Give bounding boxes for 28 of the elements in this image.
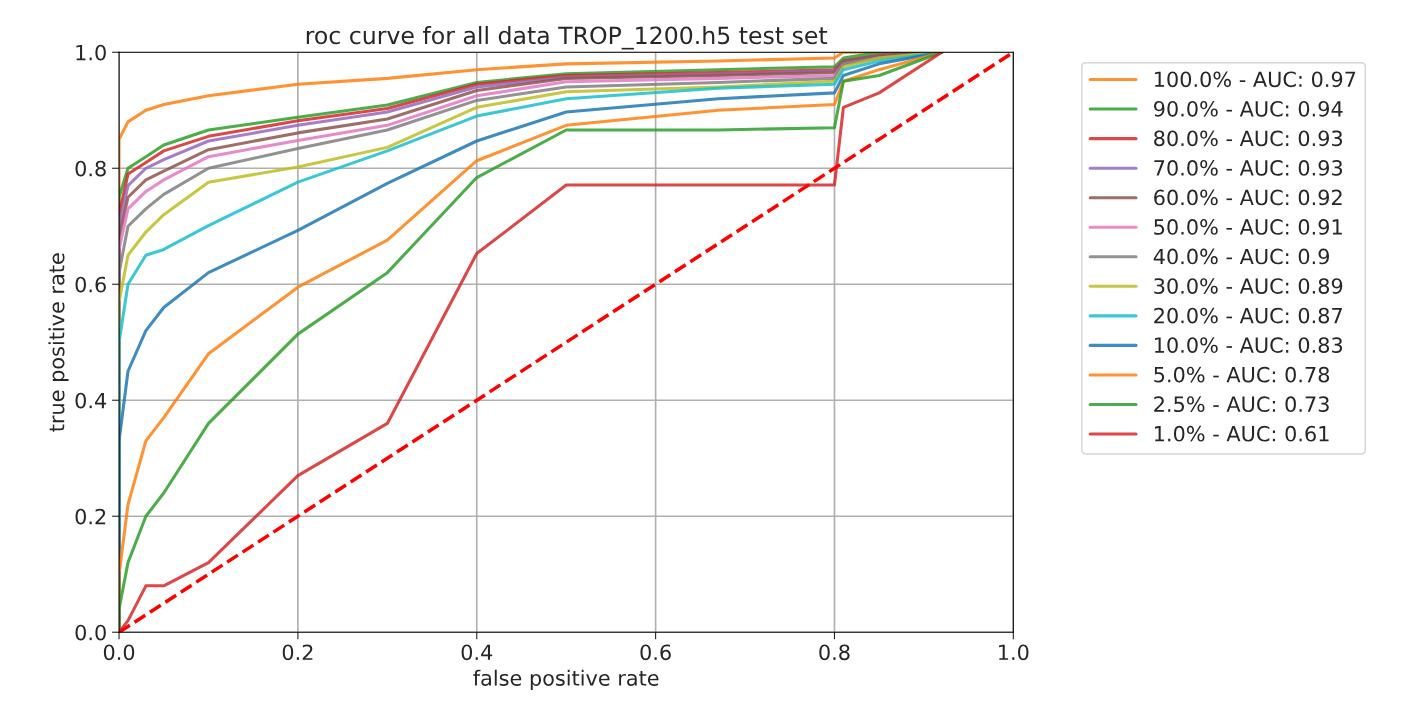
legend-label: 100.0% - AUC: 0.97: [1154, 71, 1356, 88]
y-tick-label: 1.0: [76, 44, 106, 61]
x-tick-label: 0.6: [640, 644, 671, 661]
x-tick-label: 0.0: [103, 644, 135, 661]
y-tick-label: 0.6: [75, 276, 106, 293]
legend-label: 70.0% - AUC: 0.93: [1154, 160, 1343, 176]
legend-label: 2.5% - AUC: 0.73: [1154, 396, 1329, 413]
y-tick-label: 0.8: [75, 160, 106, 177]
x-tick-label: 1.0: [999, 644, 1029, 661]
x-tick-label: 0.2: [282, 644, 313, 661]
x-tick-label: 0.4: [461, 644, 493, 661]
legend-label: 30.0% - AUC: 0.89: [1154, 278, 1343, 294]
legend-label: 40.0% - AUC: 0.9: [1153, 248, 1329, 265]
chart-title: roc curve for all data TROP_1200.h5 test set: [306, 25, 828, 50]
x-tick-label: 0.8: [819, 644, 850, 661]
legend-label: 1.0% - AUC: 0.61: [1154, 425, 1329, 442]
y-axis-title: true positive rate: [48, 253, 69, 432]
x-axis-title: false positive rate: [473, 669, 659, 690]
legend-label: 20.0% - AUC: 0.87: [1154, 307, 1342, 324]
y-tick-label: 0.0: [75, 624, 106, 641]
legend-label: 50.0% - AUC: 0.91: [1154, 219, 1342, 235]
legend-label: 10.0% - AUC: 0.83: [1154, 337, 1343, 353]
legend-label: 90.0% - AUC: 0.94: [1154, 100, 1343, 117]
legend-label: 80.0% - AUC: 0.93: [1154, 130, 1343, 147]
legend-label: 5.0% - AUC: 0.78: [1154, 366, 1330, 383]
y-tick-label: 0.4: [75, 392, 107, 409]
y-tick-label: 0.2: [75, 508, 106, 525]
legend-label: 60.0% - AUC: 0.92: [1154, 189, 1342, 206]
